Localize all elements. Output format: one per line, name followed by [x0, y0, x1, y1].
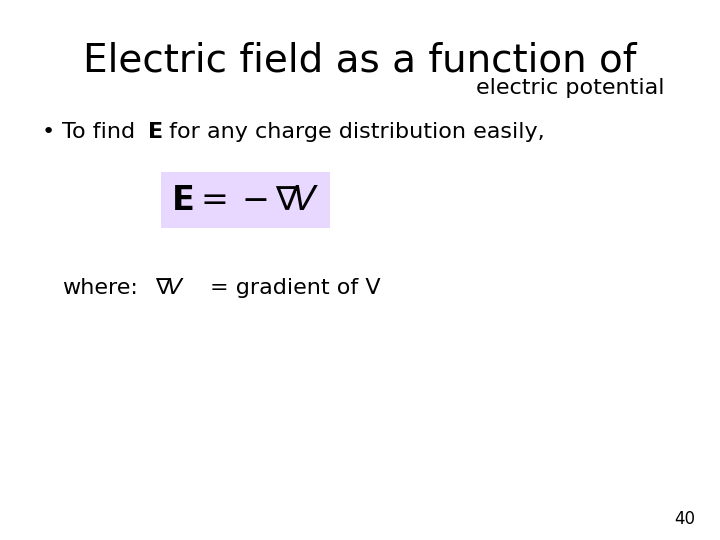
- Text: 40: 40: [674, 510, 695, 528]
- Text: Electric field as a function of: Electric field as a function of: [84, 42, 636, 80]
- Text: electric potential: electric potential: [477, 78, 665, 98]
- Text: $\nabla\!V$: $\nabla\!V$: [155, 278, 185, 298]
- FancyBboxPatch shape: [161, 172, 330, 228]
- Text: = gradient of V: = gradient of V: [210, 278, 381, 298]
- Text: $\mathbf{E} = -\nabla\!V$: $\mathbf{E} = -\nabla\!V$: [171, 184, 319, 217]
- Text: E: E: [148, 122, 163, 142]
- Text: •: •: [42, 122, 55, 142]
- Text: To find: To find: [62, 122, 143, 142]
- Text: for any charge distribution easily,: for any charge distribution easily,: [162, 122, 544, 142]
- Text: where:: where:: [62, 278, 138, 298]
